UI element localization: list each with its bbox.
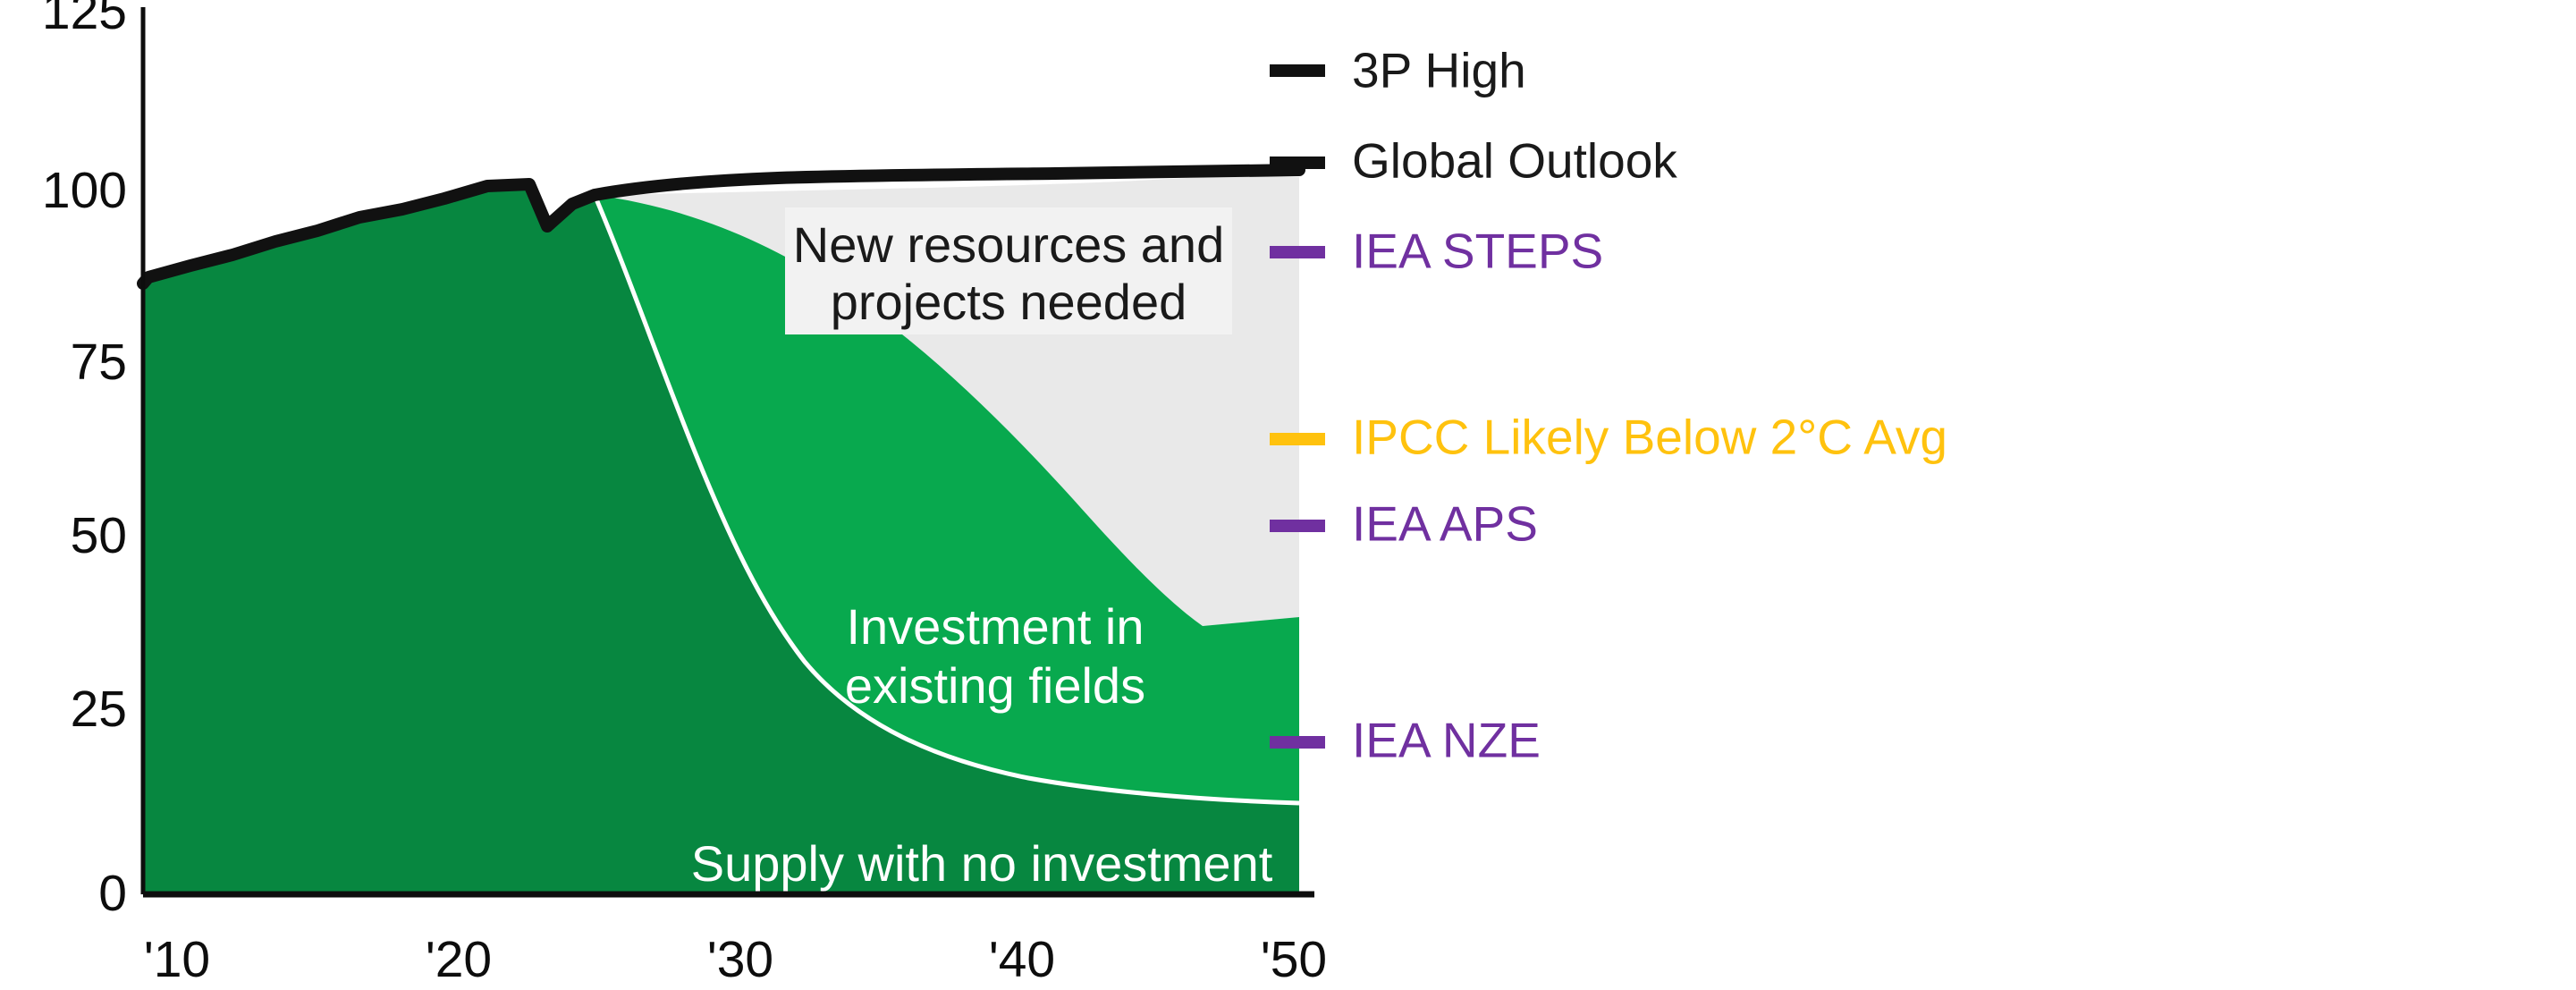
annotation-new-resources-line1: New resources and	[793, 216, 1224, 273]
x-tick-label-2050: '50	[1261, 931, 1327, 988]
x-tick-label-2020: '20	[426, 931, 492, 988]
divider-supply-line	[592, 194, 1300, 806]
annotation-new-resources-line2: projects needed	[831, 274, 1187, 330]
y-tick-label-100: 100	[42, 162, 127, 219]
legend-label-ipcc-likely-below-2c[interactable]: IPCC Likely Below 2°C Avg	[1352, 410, 1947, 465]
annotation-investment-existing-line2: existing fields	[845, 657, 1145, 714]
legend-marker-iea-aps[interactable]	[1270, 520, 1325, 532]
annotation-new-resources-box	[785, 207, 1232, 334]
y-tick-label-125: 125	[42, 0, 127, 40]
legend-label-iea-nze[interactable]: IEA NZE	[1352, 713, 1541, 768]
legend-marker-global-outlook[interactable]	[1270, 157, 1325, 169]
legend-label-iea-steps[interactable]: IEA STEPS	[1352, 224, 1603, 279]
legend-label-global-outlook[interactable]: Global Outlook	[1352, 133, 1677, 189]
annotation-investment-existing-line1: Investment in	[846, 598, 1144, 655]
legend-marker-iea-nze[interactable]	[1270, 736, 1325, 749]
line-global-outlook	[137, 164, 1305, 290]
x-tick-label-2010: '10	[144, 931, 210, 988]
legend-label-3p-high[interactable]: 3P High	[1352, 43, 1526, 98]
legend-label-iea-aps[interactable]: IEA APS	[1352, 496, 1538, 552]
annotation-supply-no-investment: Supply with no investment	[691, 835, 1273, 892]
x-tick-label-2040: '40	[989, 931, 1055, 988]
y-tick-label-0: 0	[98, 865, 127, 922]
legend-marker-ipcc-likely-below-2c[interactable]	[1270, 433, 1325, 445]
x-tick-label-2030: '30	[707, 931, 773, 988]
area-supply-no-investment	[143, 184, 1299, 894]
legend-marker-3p-high[interactable]	[1270, 64, 1325, 77]
y-tick-label-25: 25	[71, 681, 127, 738]
y-tick-label-50: 50	[71, 507, 127, 564]
legend-marker-iea-steps[interactable]	[1270, 246, 1325, 258]
y-tick-label-75: 75	[71, 334, 127, 391]
